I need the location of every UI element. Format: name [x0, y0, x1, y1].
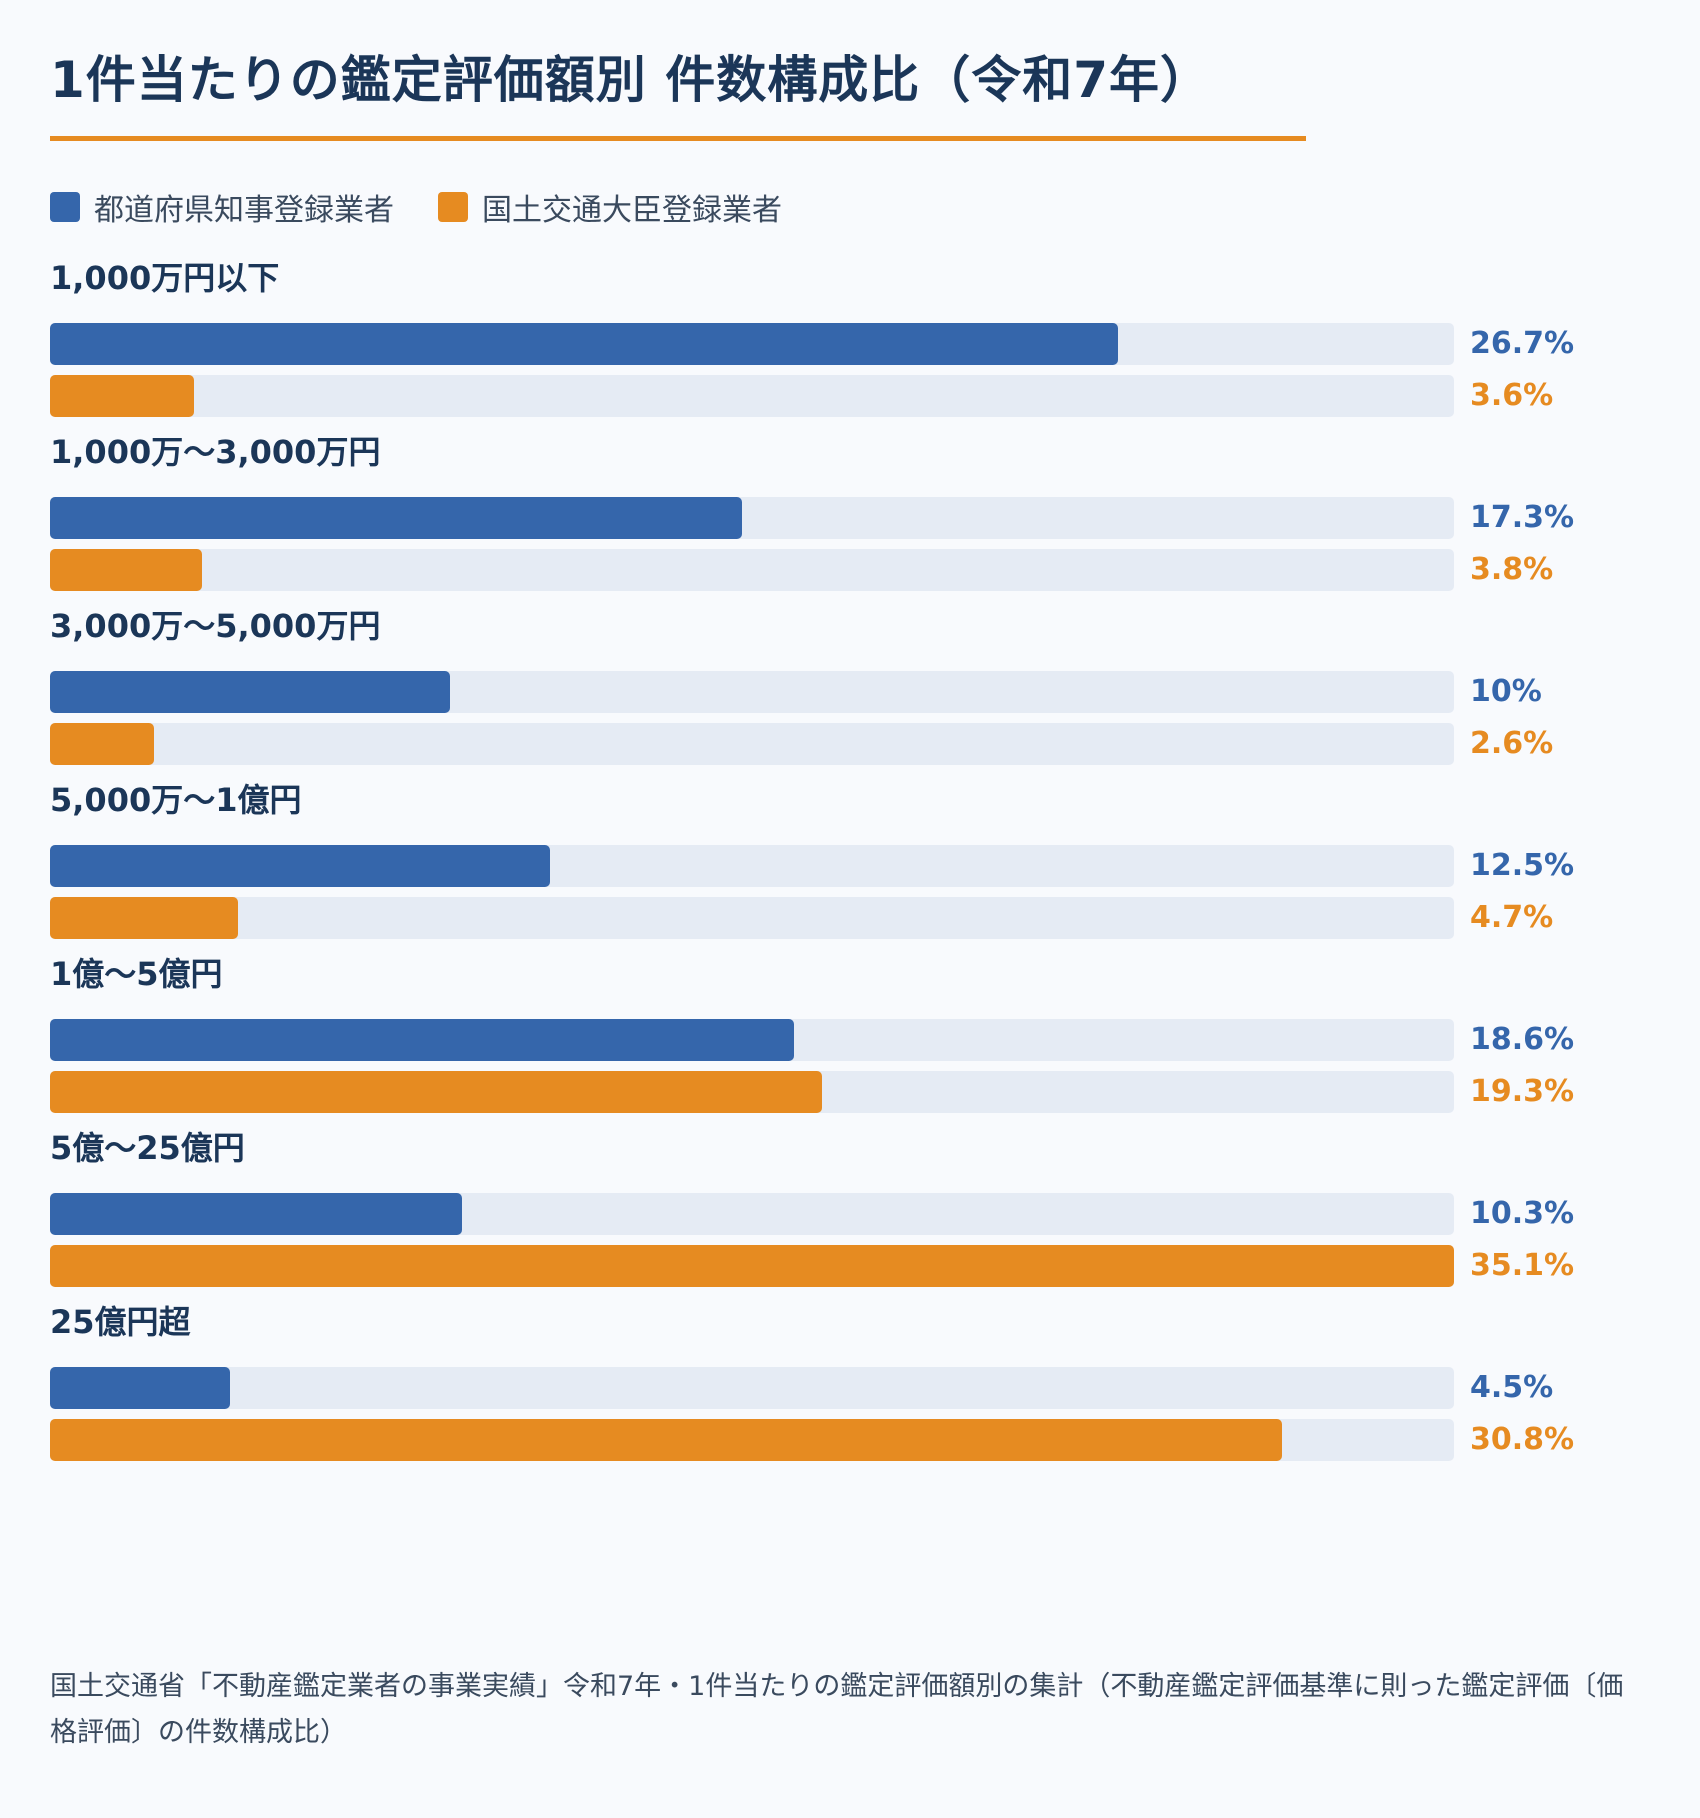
bar: [50, 723, 154, 765]
chart-container: 1件当たりの鑑定評価額別 件数構成比（令和7年） 都道府県知事登録業者 国土交通…: [50, 40, 1650, 1748]
data-label: 4.5%: [1470, 1370, 1554, 1405]
chart-title: 1件当たりの鑑定評価額別 件数構成比（令和7年）: [50, 51, 1211, 109]
category-group: 1,000万～3,000万円 17.3% 3.8%: [50, 430, 1650, 632]
bar: [50, 375, 194, 417]
data-label: 18.6%: [1470, 1022, 1575, 1057]
data-label: 26.7%: [1470, 326, 1575, 361]
bar-row: 35.1%: [50, 1245, 1650, 1287]
bar: [50, 1419, 1282, 1461]
bar-track: [50, 1367, 1454, 1409]
bar-track: [50, 1071, 1454, 1113]
bar-track: [50, 897, 1454, 939]
legend-label-national: 国土交通大臣登録業者: [482, 193, 782, 228]
category-group: 1億～5億円 18.6% 19.3%: [50, 952, 1650, 1154]
bar: [50, 671, 450, 713]
category-label: 3,000万～5,000万円: [50, 607, 381, 645]
category-group: 25億円超 4.5% 30.8%: [50, 1300, 1650, 1502]
bar-row: 18.6%: [50, 1019, 1650, 1061]
bar-row: 4.5%: [50, 1367, 1650, 1409]
bar-row: 10%: [50, 671, 1650, 713]
data-label: 17.3%: [1470, 500, 1575, 535]
data-label: 12.5%: [1470, 848, 1575, 883]
bar: [50, 897, 238, 939]
legend-item-national: 国土交通大臣登録業者: [438, 185, 782, 229]
bar-track: [50, 1019, 1454, 1061]
bar-row: 4.7%: [50, 897, 1650, 939]
legend-swatch-prefectural: [50, 192, 80, 222]
title-underline: [50, 136, 1306, 141]
category-label: 25億円超: [50, 1303, 191, 1341]
bar-row: 12.5%: [50, 845, 1650, 887]
data-label: 19.3%: [1470, 1074, 1575, 1109]
bar-row: 10.3%: [50, 1193, 1650, 1235]
bar-track: [50, 1245, 1454, 1287]
category-group: 5億～25億円 10.3% 35.1%: [50, 1126, 1650, 1328]
bar: [50, 1019, 794, 1061]
data-label: 3.6%: [1470, 378, 1554, 413]
category-label: 5億～25億円: [50, 1129, 245, 1167]
bar: [50, 1071, 822, 1113]
bar-row: 30.8%: [50, 1419, 1650, 1461]
legend-swatch-national: [438, 192, 468, 222]
bar: [50, 1193, 462, 1235]
bar: [50, 1367, 230, 1409]
legend-label-prefectural: 都道府県知事登録業者: [94, 193, 394, 228]
bar-track: [50, 845, 1454, 887]
bar-track: [50, 549, 1454, 591]
bar-track: [50, 497, 1454, 539]
category-group: 1,000万円以下 26.7% 3.6%: [50, 256, 1650, 458]
bar-row: 19.3%: [50, 1071, 1650, 1113]
data-label: 4.7%: [1470, 900, 1554, 935]
data-label: 2.6%: [1470, 726, 1554, 761]
category-label: 1,000万円以下: [50, 259, 280, 297]
bar-track: [50, 323, 1454, 365]
bar-track: [50, 723, 1454, 765]
bar-row: 3.8%: [50, 549, 1650, 591]
category-label: 1億～5億円: [50, 955, 223, 993]
category-group: 5,000万～1億円 12.5% 4.7%: [50, 778, 1650, 980]
bar-track: [50, 671, 1454, 713]
bar-track: [50, 1193, 1454, 1235]
category-label: 1,000万～3,000万円: [50, 433, 381, 471]
bar-row: 2.6%: [50, 723, 1650, 765]
bar: [50, 1245, 1454, 1287]
bar: [50, 549, 202, 591]
data-label: 3.8%: [1470, 552, 1554, 587]
bar-row: 26.7%: [50, 323, 1650, 365]
category-label: 5,000万～1億円: [50, 781, 302, 819]
source-footnote: 国土交通省「不動産鑑定業者の事業実績」令和7年・1件当たりの鑑定評価額別の集計（…: [50, 1671, 1624, 1748]
bar: [50, 497, 742, 539]
bar-track: [50, 1419, 1454, 1461]
bar-row: 17.3%: [50, 497, 1650, 539]
bar-track: [50, 375, 1454, 417]
bar-row: 3.6%: [50, 375, 1650, 417]
bar: [50, 845, 550, 887]
legend: 都道府県知事登録業者 国土交通大臣登録業者: [50, 185, 1650, 229]
category-group: 3,000万～5,000万円 10% 2.6%: [50, 604, 1650, 806]
bar: [50, 323, 1118, 365]
legend-item-prefectural: 都道府県知事登録業者: [50, 185, 394, 229]
data-label: 10.3%: [1470, 1196, 1575, 1231]
data-label: 35.1%: [1470, 1248, 1575, 1283]
data-label: 10%: [1470, 674, 1542, 709]
data-label: 30.8%: [1470, 1422, 1575, 1457]
